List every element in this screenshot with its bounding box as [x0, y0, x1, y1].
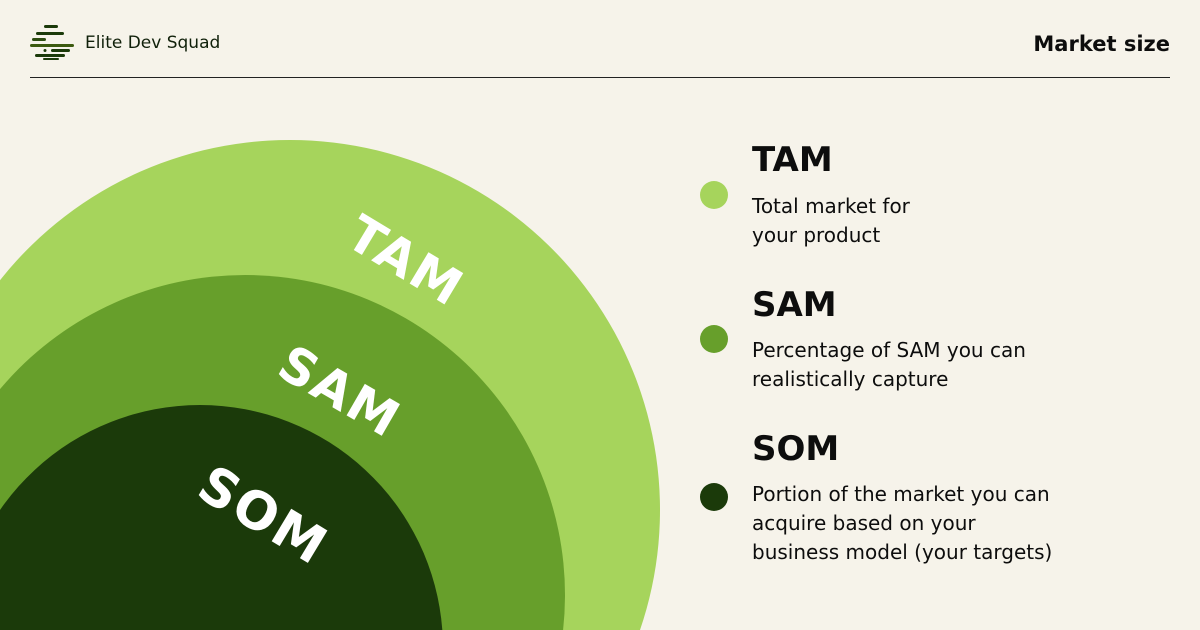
- legend-title: SAM: [752, 285, 837, 325]
- header: Elite Dev Squad Market size: [30, 0, 1170, 78]
- tam-dot: [700, 181, 728, 209]
- legend-description: Total market for your product: [752, 192, 1152, 250]
- description-line: Percentage of SAM you can: [752, 338, 1026, 362]
- page-title: Market size: [1033, 32, 1170, 56]
- logo-icon: [30, 25, 74, 60]
- description-line: your product: [752, 223, 881, 247]
- som-circle: [0, 405, 443, 630]
- description-line: business model (your targets): [752, 540, 1053, 564]
- description-line: Portion of the market you can: [752, 482, 1050, 506]
- legend-description: Portion of the market you can acquire ba…: [752, 480, 1152, 567]
- som-dot: [700, 483, 728, 511]
- description-line: Total market for: [752, 194, 910, 218]
- description-line: realistically capture: [752, 367, 949, 391]
- legend-title: SOM: [752, 429, 840, 469]
- sam-dot: [700, 325, 728, 353]
- legend-description: Percentage of SAM you can realistically …: [752, 336, 1152, 394]
- brand-name: Elite Dev Squad: [85, 33, 221, 53]
- description-line: acquire based on your: [752, 511, 976, 535]
- legend-title: TAM: [752, 140, 833, 180]
